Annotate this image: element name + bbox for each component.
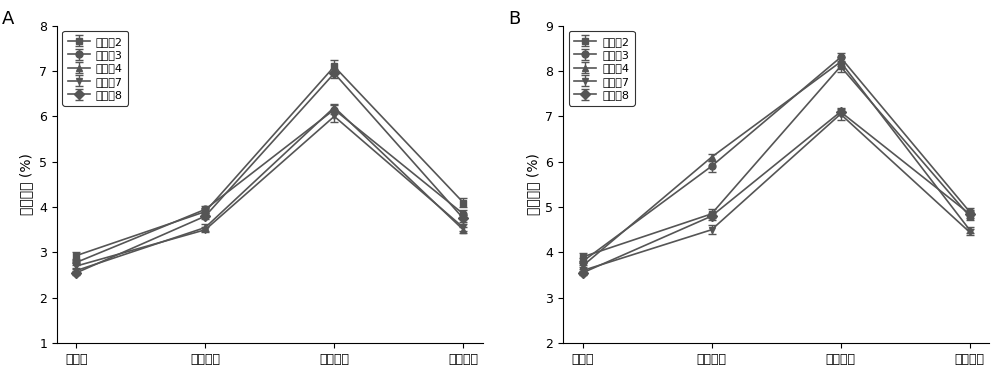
Legend: 实施例2, 实施例3, 实施例4, 实施例7, 实施例8: 实施例2, 实施例3, 实施例4, 实施例7, 实施例8 bbox=[569, 31, 635, 106]
Text: A: A bbox=[2, 10, 14, 28]
Y-axis label: 总糖含量 (%): 总糖含量 (%) bbox=[20, 153, 34, 215]
Text: B: B bbox=[508, 10, 520, 28]
Y-axis label: 总糖含量 (%): 总糖含量 (%) bbox=[526, 153, 540, 215]
Legend: 实施例2, 实施例3, 实施例4, 实施例7, 实施例8: 实施例2, 实施例3, 实施例4, 实施例7, 实施例8 bbox=[62, 31, 128, 106]
